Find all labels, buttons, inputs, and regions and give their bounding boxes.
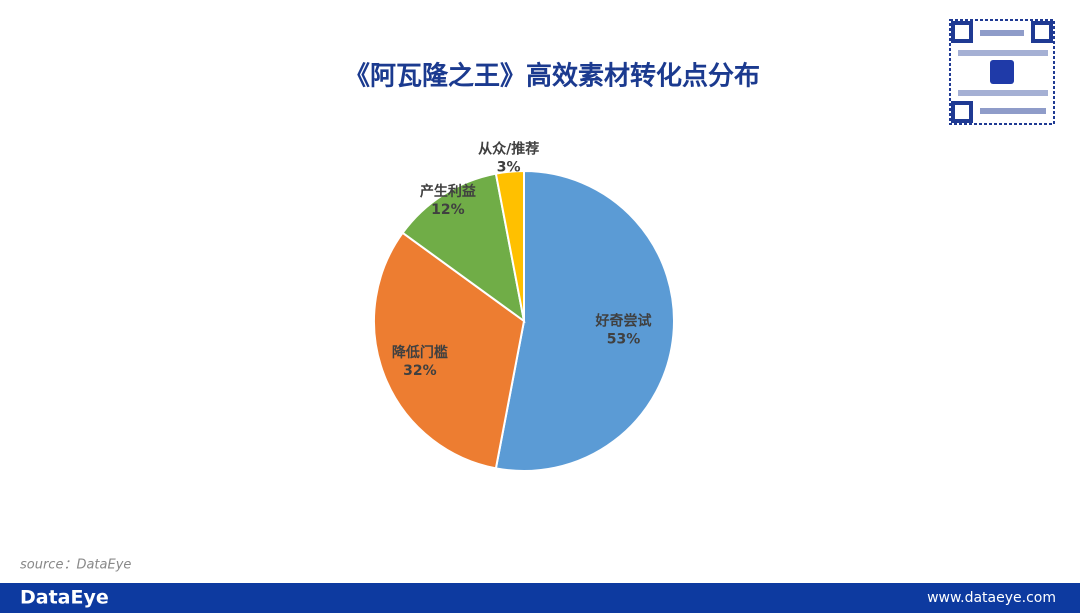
slice-label: 降低门槛 xyxy=(392,344,448,361)
chart-title: 《阿瓦隆之王》高效素材转化点分布 xyxy=(344,61,760,92)
slice-label: 产生利益 xyxy=(420,183,476,200)
pie-slice xyxy=(373,231,526,470)
qr-pattern xyxy=(958,50,1048,56)
slice-label: 从众/推荐 xyxy=(478,141,539,158)
qr-pattern xyxy=(980,30,1024,36)
qr-code xyxy=(949,19,1055,125)
qr-pattern xyxy=(958,90,1048,96)
pie-slice xyxy=(494,169,675,472)
slice-value-label: 12% xyxy=(431,202,465,218)
qr-pattern xyxy=(980,108,1046,114)
footer-url: www.dataeye.com xyxy=(927,590,1056,606)
pie-slice xyxy=(494,169,525,322)
slice-value-label: 3% xyxy=(497,160,521,176)
slice-label: 好奇尝试 xyxy=(595,312,652,329)
qr-finder xyxy=(951,21,973,43)
slice-value-label: 53% xyxy=(607,331,641,347)
qr-finder xyxy=(1031,21,1053,43)
footer-bar xyxy=(0,583,1080,613)
source-note: source：DataEye xyxy=(20,558,131,573)
slice-value-label: 32% xyxy=(403,363,437,379)
footer-logo: DataEye xyxy=(20,587,109,609)
pie-chart: 好奇尝试 53% 降低门槛 32% 产生利益 12% 从众/推荐 3% xyxy=(373,141,675,472)
qr-finder xyxy=(951,101,973,123)
qr-logo xyxy=(990,60,1014,84)
pie-slice xyxy=(401,172,526,324)
